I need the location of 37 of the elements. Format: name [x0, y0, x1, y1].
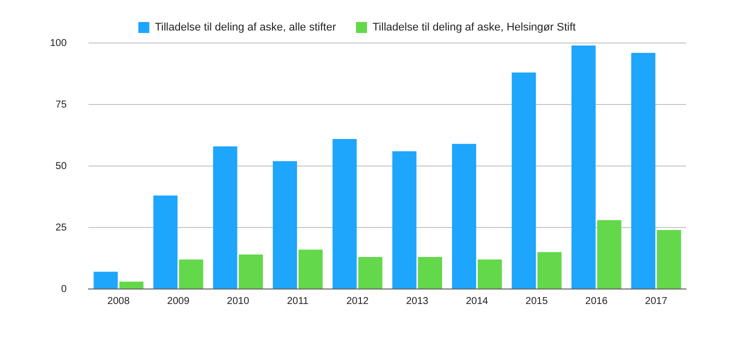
- legend-label: Tilladelse til deling af aske, Helsingør Stift: [372, 22, 576, 34]
- bar: [332, 138, 357, 288]
- y-tick-label: 25: [56, 222, 68, 234]
- bar: [179, 259, 204, 288]
- bar: [571, 45, 596, 288]
- bar: [358, 257, 382, 288]
- x-tick-label: 2010: [226, 296, 250, 307]
- y-tick-label: 100: [50, 38, 68, 49]
- bar: [418, 257, 442, 288]
- x-tick-label: 2008: [107, 296, 130, 307]
- bar: [656, 230, 682, 288]
- x-tick-label: 2017: [645, 296, 668, 307]
- bar: [238, 254, 263, 288]
- y-tick-label: 0: [61, 284, 68, 295]
- bar: [597, 220, 622, 288]
- bar: [94, 272, 118, 288]
- y-tick-label: 75: [56, 99, 68, 110]
- x-tick-label: 2012: [346, 296, 370, 307]
- bar: [119, 282, 144, 288]
- bar: [298, 250, 323, 288]
- x-tick-label: 2014: [466, 296, 488, 307]
- bar: [452, 144, 476, 288]
- y-tick-label: 50: [56, 160, 68, 172]
- x-tick-label: 2013: [406, 296, 429, 307]
- x-tick-label: 2011: [286, 296, 309, 307]
- bar: [153, 196, 178, 288]
- bar: [478, 259, 502, 288]
- bar: [272, 161, 297, 288]
- bar: [537, 252, 562, 288]
- bar: [392, 151, 416, 288]
- legend-label: Tilladelse til deling af aske, alle stifter: [154, 22, 336, 34]
- bar: [512, 72, 536, 288]
- x-tick-label: 2016: [585, 296, 608, 307]
- bar: [213, 146, 238, 288]
- bar: [631, 52, 656, 288]
- x-tick-label: 2009: [167, 296, 190, 307]
- x-tick-label: 2015: [526, 296, 548, 307]
